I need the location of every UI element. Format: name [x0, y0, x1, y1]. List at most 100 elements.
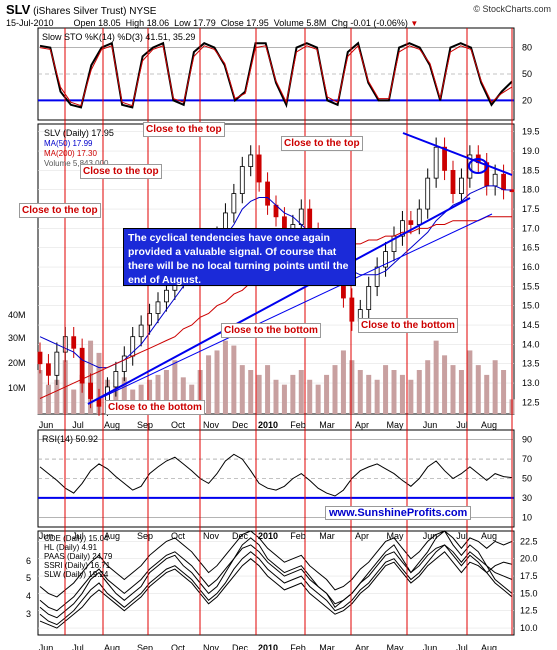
month-label-0-7: 2010	[258, 420, 278, 430]
website-watermark: www.SunshineProfits.com	[325, 506, 472, 520]
candle-body-4	[71, 336, 77, 349]
month-label-2-12: Jun	[423, 643, 438, 650]
volume-bar-17	[180, 377, 186, 414]
quote-line: 15-Jul-2010 Open 18.05 High 18.06 Low 17…	[6, 18, 418, 28]
volume-bar-23	[231, 345, 237, 414]
sto-tick-label-80: 80	[522, 43, 532, 53]
month-label-0-10: Apr	[355, 420, 369, 430]
volume-bar-2	[54, 379, 60, 414]
cyclical-callout: The cyclical tendencies have once again …	[123, 228, 356, 286]
volume-bar-51	[467, 350, 473, 414]
cmp-tick-right-5: 10.0	[520, 623, 538, 633]
quote-change: Chg -0.01 (-0.06%)	[331, 18, 408, 28]
volume-bar-22	[222, 340, 228, 414]
candle-body-31	[298, 208, 304, 225]
volume-bar-28	[273, 379, 279, 414]
price-legend: SLV (Daily) 17.95	[44, 128, 114, 138]
volume-bar-45	[416, 370, 422, 414]
rsi-tick-label-30: 30	[522, 493, 532, 503]
volume-bar-31	[298, 370, 304, 414]
candle-body-49	[450, 169, 456, 194]
candle-body-54	[492, 173, 498, 187]
candle-body-55	[501, 173, 506, 191]
month-label-2-7: 2010	[258, 643, 278, 650]
cmp-series-1	[39, 544, 513, 626]
rsi-tick-label-70: 70	[522, 454, 532, 464]
volume-bar-5	[79, 374, 85, 414]
volume-layer	[37, 340, 515, 414]
month-label-2-6: Dec	[232, 643, 249, 650]
month-label-1-11: May	[386, 531, 404, 541]
volume-bar-36	[340, 350, 346, 414]
volume-bar-25	[248, 370, 254, 414]
cmp-tick-right-2: 17.5	[520, 571, 538, 581]
candle-body-47	[433, 146, 439, 179]
annotation-top-1: Close to the top	[19, 203, 101, 218]
candle-body-1	[46, 363, 51, 376]
volume-bar-53	[484, 374, 490, 414]
month-label-0-11: May	[386, 420, 404, 430]
volume-bar-13	[147, 379, 153, 414]
month-label-1-8: Feb	[290, 531, 306, 541]
rsi-line	[39, 453, 513, 497]
sto-series-d	[39, 44, 513, 107]
month-label-0-12: Jun	[423, 420, 438, 430]
volume-bar-26	[256, 374, 262, 414]
price-tick-label-1: 19.0	[522, 146, 540, 156]
cmp-tick-left-2: 4	[26, 591, 31, 601]
volume-bar-35	[332, 365, 338, 414]
cmp-tick-right-0: 22.5	[520, 536, 538, 546]
price-tick-label-3: 18.0	[522, 185, 540, 195]
volume-bar-49	[450, 365, 456, 414]
candle-body-9	[113, 371, 119, 388]
volume-bar-29	[281, 384, 287, 414]
volume-bar-50	[458, 370, 464, 414]
cmp-legend-3: SSRI (Daily) 16.71	[44, 561, 111, 570]
candle-body-6	[88, 382, 93, 399]
month-label-2-9: Mar	[319, 643, 335, 650]
candle-body-5	[79, 347, 85, 384]
price-tick-label-9: 15.0	[522, 301, 540, 311]
candle-body-39	[366, 285, 372, 310]
month-label-2-3: Sep	[137, 643, 153, 650]
volume-bar-0	[37, 370, 43, 414]
month-label-1-3: Sep	[137, 531, 153, 541]
candle-body-46	[425, 177, 431, 210]
volume-bar-21	[214, 350, 220, 414]
candle-body-24	[239, 166, 245, 195]
cmp-tick-left-0: 6	[26, 556, 31, 566]
price-tick-label-2: 18.5	[522, 165, 540, 175]
month-label-1-4: Oct	[171, 531, 186, 541]
resistance-trend-line	[402, 132, 513, 176]
volume-bar-20	[206, 355, 212, 414]
annotation-top-2: Close to the top	[80, 164, 162, 179]
candle-body-48	[442, 146, 447, 171]
cmp-series-3	[39, 544, 513, 612]
cmp-series-0	[39, 530, 513, 619]
volume-bar-55	[501, 370, 507, 414]
price-tick-label-4: 17.5	[522, 204, 540, 214]
month-label-0-3: Sep	[137, 420, 153, 430]
ma50-legend: MA(50) 17.99	[44, 139, 93, 148]
cmp-legend-1: HL (Daily) 4.91	[44, 543, 98, 552]
month-label-0-8: Feb	[290, 420, 306, 430]
price-tick-label-14: 12.5	[522, 397, 540, 407]
volume-bar-39	[366, 374, 372, 414]
cmp-tick-left-1: 5	[26, 573, 31, 583]
volume-bar-42	[391, 370, 397, 414]
quote-date: 15-Jul-2010	[6, 18, 54, 28]
candle-body-2	[54, 351, 60, 376]
month-label-2-1: Jul	[72, 643, 84, 650]
volume-bar-24	[239, 365, 245, 414]
cmp-tick-right-1: 20.0	[520, 554, 538, 564]
volume-tick-label-1: 30M	[8, 333, 26, 343]
candle-body-14	[155, 301, 161, 314]
volume-bar-18	[189, 384, 195, 414]
price-tick-label-11: 14.0	[522, 339, 540, 349]
annotation-bottom-3: Close to the bottom	[358, 318, 458, 333]
month-label-2-13: Jul	[456, 643, 468, 650]
month-label-0-6: Dec	[232, 420, 249, 430]
volume-bar-30	[290, 374, 296, 414]
price-tick-label-5: 17.0	[522, 223, 540, 233]
